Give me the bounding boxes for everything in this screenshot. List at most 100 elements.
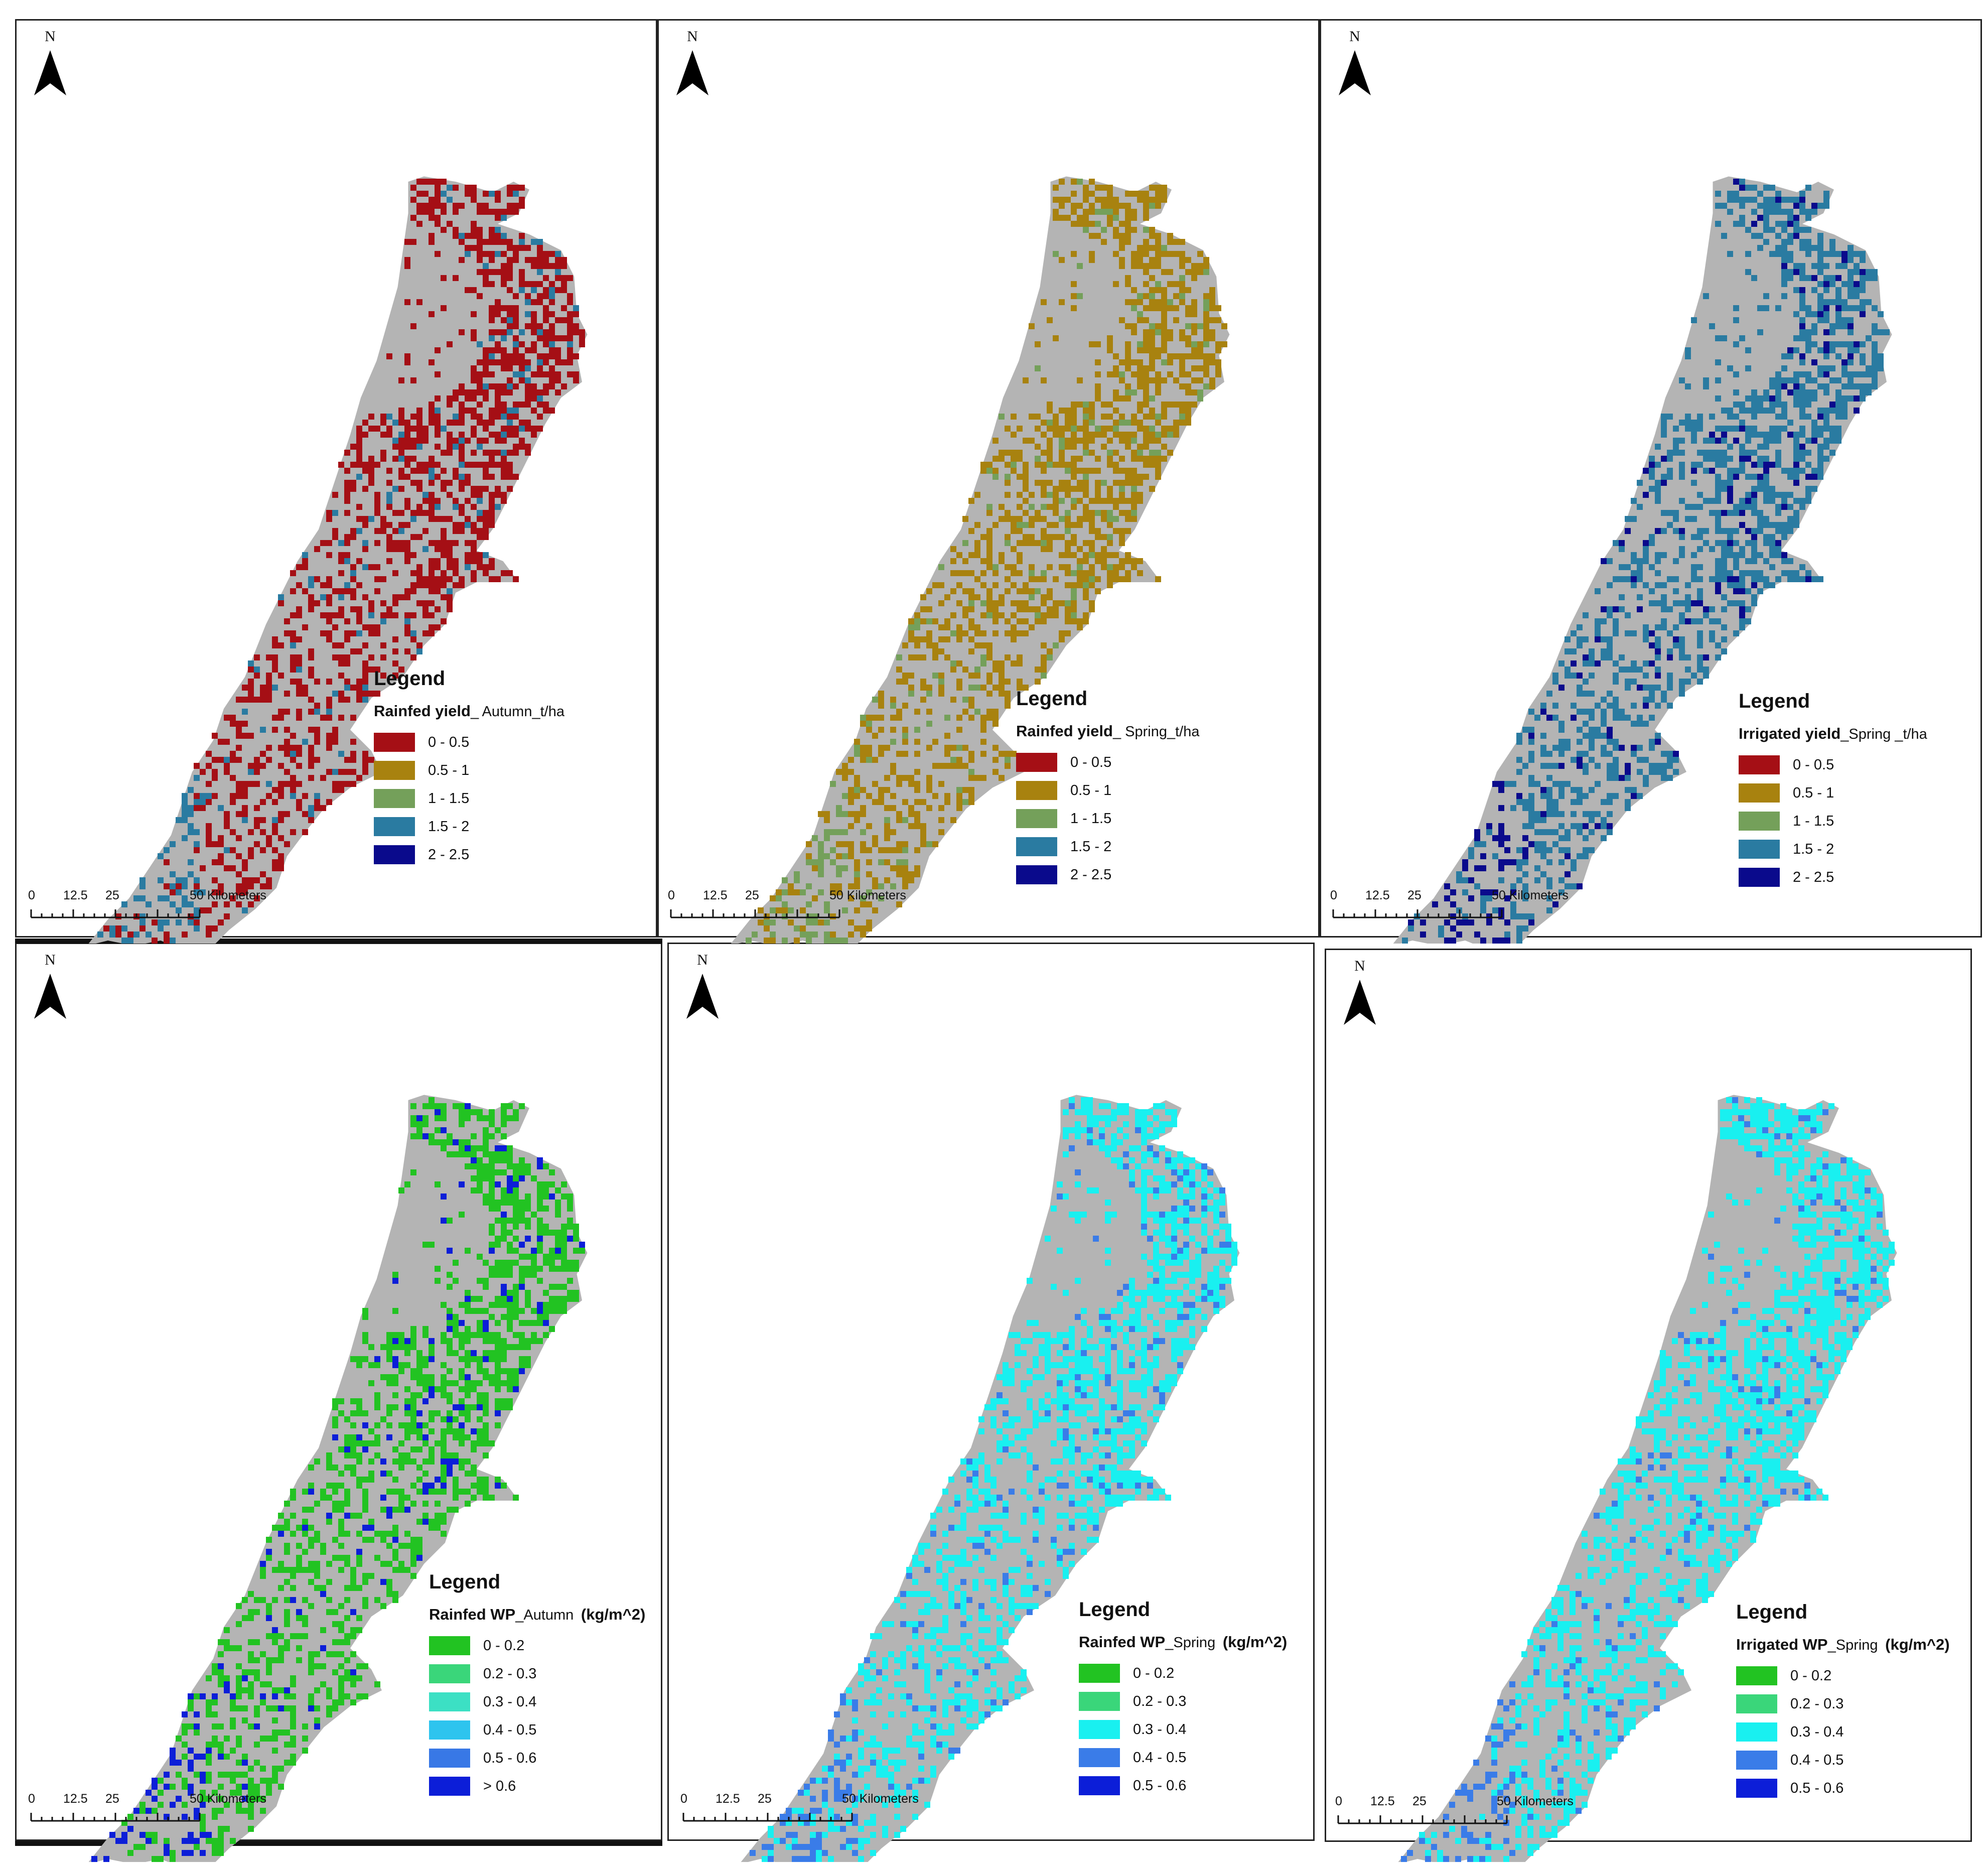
scale-tick-label: 12.5 [63, 1792, 88, 1806]
legend-class-label: 0.3 - 0.4 [483, 1693, 537, 1710]
legend-row: 1 - 1.5 [1739, 807, 1927, 835]
legend-row: 2 - 2.5 [1739, 863, 1927, 891]
legend-row: 0.5 - 0.6 [1079, 1772, 1287, 1800]
legend-swatch [1016, 837, 1057, 856]
legend-swatch [374, 789, 415, 808]
legend-class-label: 0.4 - 0.5 [1133, 1749, 1187, 1766]
legend-swatch [374, 817, 415, 836]
scale-tick-label: 50 Kilometers [190, 1792, 266, 1806]
scale-bar-graphic [30, 909, 201, 918]
map-legend: Legend Rainfed yield_ Spring_t/ha 0 - 0.5 0… [1016, 688, 1199, 889]
legend-row: 0.3 - 0.4 [429, 1688, 645, 1716]
north-arrow-icon: N [1340, 958, 1380, 1033]
legend-field-main: Irrigated WP [1736, 1636, 1828, 1653]
scale-bar: 0 12.5 25 50 Kilometers [1335, 1794, 1574, 1834]
north-label: N [45, 952, 56, 968]
legend-field-suffix: _Autumn [515, 1607, 574, 1623]
legend-swatch [1079, 1664, 1120, 1683]
legend-swatch [1736, 1694, 1777, 1713]
legend-row: 0 - 0.2 [429, 1632, 645, 1660]
legend-field-name: Rainfed WP_Autumn (kg/m^2) [429, 1606, 645, 1624]
legend-row: 1 - 1.5 [1016, 805, 1199, 833]
north-arrow-icon: N [1335, 28, 1375, 103]
legend-field-main: Irrigated yield [1739, 725, 1841, 742]
scale-tick-label: 25 [105, 888, 119, 902]
legend-class-label: 0.5 - 0.6 [1133, 1777, 1187, 1794]
legend-title: Legend [374, 668, 446, 690]
legend-swatch [1079, 1692, 1120, 1711]
legend-title: Legend [1736, 1601, 1808, 1623]
scale-tick-label: 12.5 [703, 888, 728, 902]
legend-swatch [429, 1720, 470, 1740]
legend-class-label: 0.3 - 0.4 [1133, 1721, 1187, 1738]
legend-row: 2 - 2.5 [374, 841, 564, 869]
legend-field-suffix: _Spring _t/ha [1840, 726, 1927, 742]
lebanon-map [1398, 1095, 1897, 1862]
lebanon-map [88, 176, 588, 944]
legend-row: 0.4 - 0.5 [1736, 1746, 1950, 1774]
legend-class-label: 0 - 0.5 [428, 734, 470, 750]
scale-bar-graphic [670, 909, 840, 918]
legend-class-label: > 0.6 [483, 1778, 516, 1794]
legend-row: 0 - 0.5 [374, 728, 564, 756]
legend-field-suffix: _Spring [1827, 1637, 1878, 1653]
north-arrow-icon: N [30, 28, 70, 103]
legend-field-name: Irrigated yield_Spring _t/ha [1739, 725, 1927, 743]
dominant-class-cells [758, 179, 1227, 944]
legend-class-label: 1.5 - 2 [1070, 838, 1112, 855]
scale-tick-label: 50 Kilometers [190, 888, 266, 902]
scale-tick-label: 0 [680, 1792, 687, 1806]
map-legend: Legend Rainfed WP_Spring (kg/m^2) 0 - 0.2 0… [1079, 1599, 1287, 1800]
legend-row: 1 - 1.5 [374, 784, 564, 813]
legend-row: 2 - 2.5 [1016, 861, 1199, 889]
country-outline [88, 176, 588, 944]
legend-swatch [1016, 809, 1057, 828]
scale-tick-label: 0 [1330, 888, 1337, 902]
legend-swatch [1016, 753, 1057, 772]
legend-class-label: 2 - 2.5 [1070, 866, 1112, 883]
north-label: N [697, 952, 708, 968]
legend-class-label: 0.2 - 0.3 [1790, 1695, 1844, 1712]
legend-row: 0 - 0.2 [1079, 1659, 1287, 1687]
legend-swatch [1079, 1748, 1120, 1767]
north-label: N [45, 28, 56, 45]
legend-field-unit: (kg/m^2) [1218, 1633, 1288, 1651]
legend-row: 0.2 - 0.3 [429, 1660, 645, 1688]
scale-tick-label: 25 [1407, 888, 1422, 902]
legend-class-label: 0.5 - 1 [428, 762, 470, 778]
legend-class-label: 0 - 0.5 [1070, 754, 1112, 770]
scale-tick-label: 0 [1335, 1794, 1342, 1808]
legend-swatch [1739, 868, 1780, 887]
map-legend: Legend Rainfed yield_ Autumn_t/ha 0 - 0.5 0… [374, 668, 564, 869]
legend-swatch [1079, 1776, 1120, 1795]
legend-swatch [429, 1749, 470, 1768]
legend-field-name: Irrigated WP_Spring (kg/m^2) [1736, 1636, 1950, 1654]
legend-class-label: 1.5 - 2 [1793, 841, 1834, 857]
secondary-class-cells [1401, 1097, 1883, 1862]
legend-row: 0.4 - 0.5 [429, 1716, 645, 1744]
scale-bar-graphic [682, 1813, 853, 1822]
legend-class-label: 1.5 - 2 [428, 818, 470, 835]
dominant-class-cells [1402, 179, 1890, 944]
legend-swatch [429, 1636, 470, 1655]
legend-class-label: 1 - 1.5 [428, 790, 470, 807]
legend-field-main: Rainfed WP [429, 1606, 516, 1623]
legend-class-label: 0 - 0.2 [1133, 1665, 1175, 1681]
legend-row: > 0.6 [429, 1772, 645, 1800]
legend-title: Legend [1739, 690, 1810, 712]
legend-row: 0.5 - 1 [1739, 779, 1927, 807]
north-arrow-icon: N [30, 952, 70, 1027]
scale-bar-graphic [30, 1813, 201, 1822]
legend-row: 0 - 0.5 [1739, 751, 1927, 779]
legend-class-label: 0.5 - 1 [1070, 782, 1112, 799]
separator-rule [15, 1841, 662, 1846]
legend-row: 0.3 - 0.4 [1736, 1718, 1950, 1746]
lebanon-map [1393, 176, 1892, 944]
scale-tick-label: 25 [1412, 1794, 1427, 1808]
lebanon-map [88, 1095, 588, 1862]
legend-title: Legend [429, 1571, 501, 1593]
scale-tick-label: 25 [745, 888, 759, 902]
legend-swatch [1016, 781, 1057, 800]
legend-row: 0.3 - 0.4 [1079, 1715, 1287, 1744]
north-label: N [1349, 28, 1360, 45]
